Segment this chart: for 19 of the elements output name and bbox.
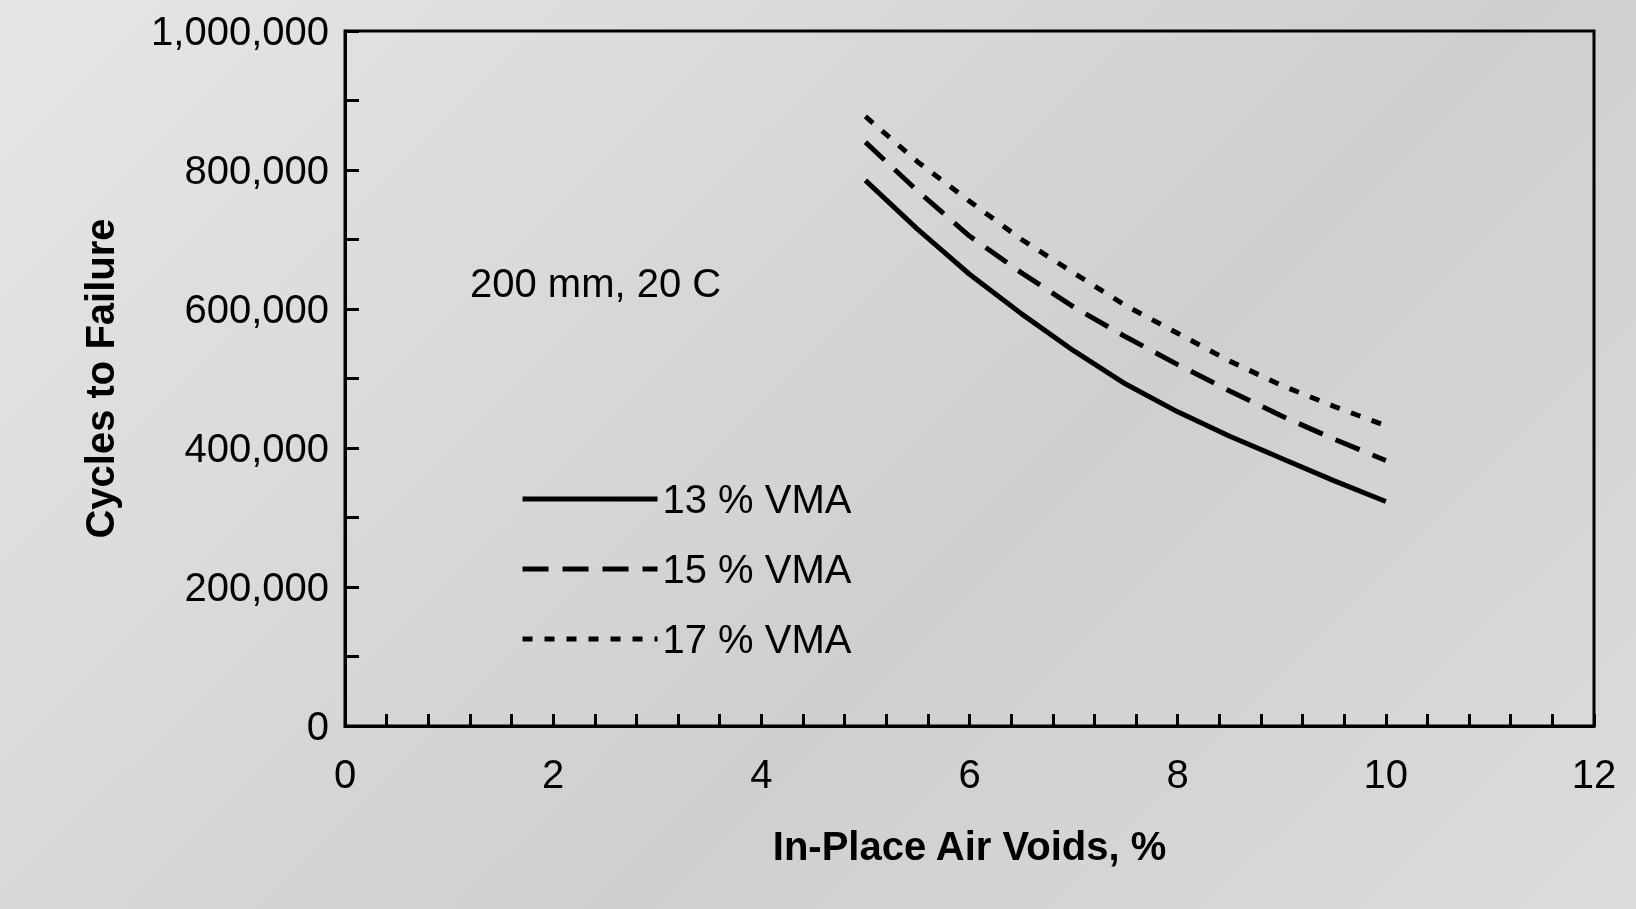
legend-label: 13 % VMA — [662, 477, 852, 521]
legend-label: 17 % VMA — [662, 617, 852, 661]
y-tick-label: 800,000 — [184, 148, 329, 192]
x-axis-title: In-Place Air Voids, % — [772, 824, 1167, 868]
y-tick-label: 400,000 — [184, 426, 329, 470]
x-tick-label: 4 — [750, 752, 773, 796]
x-tick-label: 12 — [1571, 752, 1617, 796]
y-axis-title: Cycles to Failure — [78, 218, 122, 539]
x-tick-label: 0 — [333, 752, 357, 796]
y-tick-label: 200,000 — [184, 565, 329, 609]
y-tick-label: 1,000,000 — [151, 9, 329, 53]
x-tick-label: 8 — [1166, 752, 1189, 796]
legend-label: 15 % VMA — [662, 547, 852, 591]
x-tick-label: 2 — [542, 752, 565, 796]
x-tick-label: 10 — [1363, 752, 1409, 796]
x-tick-label: 6 — [958, 752, 981, 796]
y-tick-label: 600,000 — [184, 287, 329, 331]
y-tick-label: 0 — [306, 704, 329, 748]
annotation: 200 mm, 20 C — [470, 261, 722, 305]
